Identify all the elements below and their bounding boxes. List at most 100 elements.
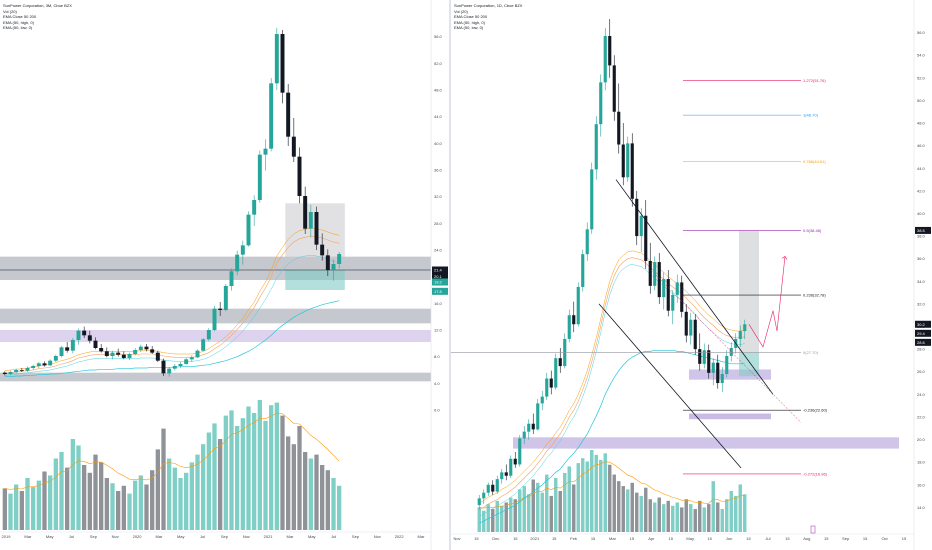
right-volume-bar xyxy=(725,499,729,532)
left-volume-bar xyxy=(308,458,313,530)
left-legend-ema-low[interactable]: EMA (50, low, 0) xyxy=(3,25,33,30)
candle-body xyxy=(684,311,688,336)
right-candle xyxy=(549,370,553,395)
right-x-tick-label: 15 xyxy=(513,536,518,541)
left-candle xyxy=(308,204,313,238)
right-legend-volume[interactable]: Vol (20) xyxy=(454,8,468,14)
right-volume-bar xyxy=(581,458,585,532)
left-volume-bar xyxy=(337,485,342,530)
candle-body xyxy=(540,396,544,404)
right-y-tick-label: 34.0 xyxy=(917,279,926,284)
right-legend-ema-close[interactable]: EMA Close 50 200 xyxy=(454,14,488,19)
candle-body xyxy=(743,324,747,332)
left-legend-ema-close[interactable]: EMA Close 50 200 xyxy=(3,14,37,19)
candle-body xyxy=(291,136,296,157)
right-candle xyxy=(711,358,715,386)
left-volume-bar xyxy=(116,491,121,530)
candle-body xyxy=(662,279,666,298)
right-x-tick-label: 15 xyxy=(552,536,557,541)
right-volume-bar xyxy=(509,497,513,532)
right-volume-bar xyxy=(572,484,576,532)
right-legend-symbol[interactable]: SunPower Corporation, 1D, Cboe BZX xyxy=(454,3,523,8)
right-volume-bar xyxy=(716,502,720,532)
right-x-tick-label: 15 xyxy=(863,536,868,541)
left-volume-bar xyxy=(155,449,160,530)
right-candle xyxy=(653,256,657,291)
left-chart-canvas[interactable]: 0.04.08.012.016.020.024.028.032.036.040.… xyxy=(0,0,449,550)
candle-body xyxy=(229,271,234,286)
candle-body xyxy=(639,215,643,237)
right-x-tick-label: Jul xyxy=(765,536,770,541)
candle-body xyxy=(155,352,160,361)
left-volume-bar xyxy=(314,454,319,530)
candle-body xyxy=(195,350,200,358)
right-volume-bar xyxy=(671,505,675,532)
right-candle xyxy=(621,123,625,186)
left-stop-box xyxy=(285,270,345,290)
candle-body xyxy=(576,286,580,325)
left-chart-panel[interactable]: 0.04.08.012.016.020.024.028.032.036.040.… xyxy=(0,0,449,550)
left-volume-bar xyxy=(252,413,257,530)
left-volume-bar xyxy=(121,485,126,530)
right-legend: SunPower Corporation, 1D, Cboe BZX Vol (… xyxy=(454,3,522,31)
right-stop-box xyxy=(739,352,759,377)
candle-body xyxy=(666,279,670,311)
projection-arrow-head xyxy=(781,256,788,260)
left-volume-bar xyxy=(291,444,296,530)
right-x-tick-label: Sep xyxy=(842,536,850,541)
left-volume-bar xyxy=(14,484,19,530)
right-candle xyxy=(716,354,720,389)
right-candle xyxy=(554,353,558,390)
left-candle xyxy=(53,354,58,362)
left-legend-symbol[interactable]: SunPower Corporation, 3M, Cboe BZX xyxy=(3,3,72,8)
right-candle xyxy=(617,83,621,154)
candle-body xyxy=(14,370,19,372)
candle-body xyxy=(486,484,490,493)
left-y-tick-label: 28.0 xyxy=(434,221,443,226)
right-candle xyxy=(738,325,742,347)
left-legend-ema-high[interactable]: EMA (50, high, 0) xyxy=(3,19,34,25)
candle-body xyxy=(675,282,679,295)
right-volume-bar xyxy=(639,495,643,532)
candle-body xyxy=(286,92,291,137)
left-volume-bar xyxy=(42,471,47,530)
right-y-tick-label: 46.0 xyxy=(917,143,926,148)
candle-body xyxy=(590,169,594,230)
candle-body xyxy=(320,244,325,256)
candle-body xyxy=(70,340,75,351)
right-volume-bar xyxy=(648,499,652,532)
right-x-tick-label: Dec xyxy=(492,536,499,541)
right-x-tick-label: Jun xyxy=(726,536,732,541)
right-chart-canvas[interactable]: 1.272(51.76) 1(48.70) 0.786(44.61) 0.5(38.4… xyxy=(451,0,932,550)
right-volume-bar xyxy=(657,497,661,532)
right-legend-ema-high[interactable]: EMA (50, high, 0) xyxy=(454,19,485,25)
candle-body xyxy=(581,254,585,287)
right-candle xyxy=(581,249,585,292)
right-volume-bar xyxy=(558,491,562,532)
right-candle xyxy=(594,116,598,180)
candle-body xyxy=(297,156,302,196)
right-volume-bar xyxy=(734,495,738,532)
candle-body xyxy=(269,83,274,149)
left-volume-ma-line xyxy=(4,412,340,490)
left-x-tick-label: Mar xyxy=(287,534,295,539)
left-volume-bar xyxy=(161,428,166,530)
left-legend-volume[interactable]: Vol (20) xyxy=(3,8,17,14)
left-candle xyxy=(161,358,166,376)
right-candle xyxy=(536,398,540,431)
candle-body xyxy=(617,111,621,145)
left-volume-bar xyxy=(144,484,149,530)
right-legend-ema-low[interactable]: EMA (50, low, 0) xyxy=(454,25,484,30)
left-candle xyxy=(269,78,274,152)
right-y-tick-label: 20.0 xyxy=(917,437,926,442)
left-candle xyxy=(189,355,194,362)
right-volume-bar xyxy=(689,504,693,532)
candle-body xyxy=(2,372,7,374)
right-ema-close-line xyxy=(479,257,745,510)
left-x-tick-label: 2022 xyxy=(395,534,405,539)
right-candle xyxy=(603,28,607,91)
left-volume-bar xyxy=(325,470,330,530)
right-chart-panel[interactable]: 1.272(51.76) 1(48.70) 0.786(44.61) 0.5(38.4… xyxy=(451,0,932,550)
panel-divider[interactable] xyxy=(449,0,451,550)
left-price-tag xyxy=(432,273,448,281)
